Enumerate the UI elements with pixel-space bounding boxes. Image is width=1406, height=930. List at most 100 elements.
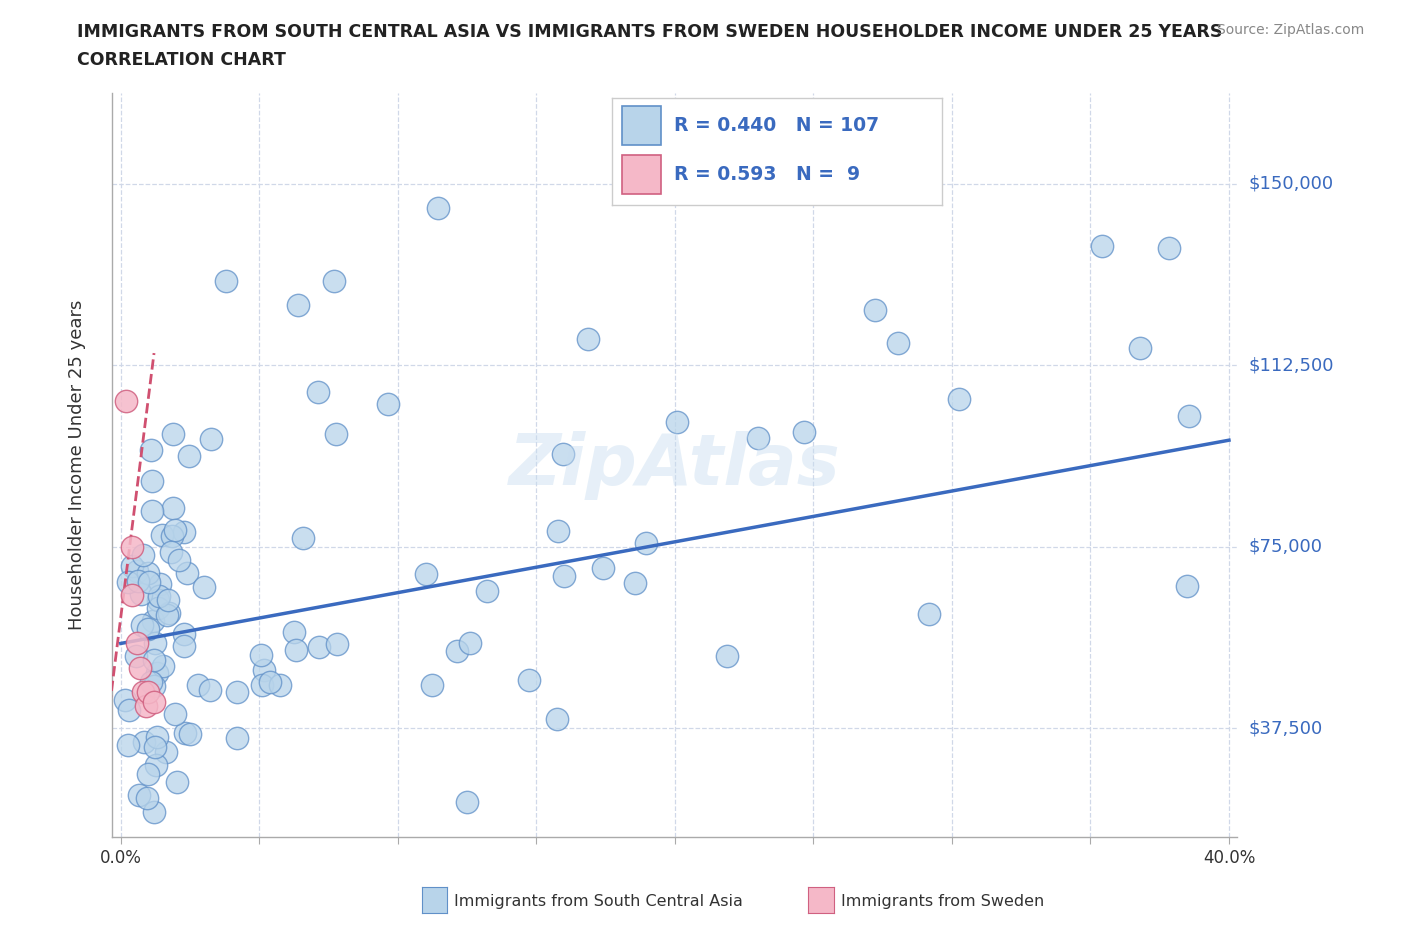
- Point: [143, 694, 166, 709]
- Point: [458, 635, 481, 650]
- Point: [446, 644, 468, 658]
- Point: [1091, 238, 1114, 253]
- Point: [215, 273, 238, 288]
- Point: [200, 432, 222, 446]
- Point: [157, 592, 180, 607]
- Point: [176, 565, 198, 580]
- Point: [420, 677, 443, 692]
- Point: [187, 678, 209, 693]
- Point: [917, 606, 939, 621]
- Point: [716, 648, 738, 663]
- Y-axis label: Householder Income Under 25 years: Householder Income Under 25 years: [67, 299, 86, 631]
- Point: [576, 331, 599, 346]
- Point: [143, 739, 166, 754]
- Point: [665, 415, 688, 430]
- Point: [1129, 340, 1152, 355]
- Point: [551, 446, 574, 461]
- Point: [173, 626, 195, 641]
- Point: [308, 640, 330, 655]
- Point: [155, 744, 177, 759]
- Text: Source: ZipAtlas.com: Source: ZipAtlas.com: [1216, 23, 1364, 37]
- Point: [136, 766, 159, 781]
- Point: [127, 636, 149, 651]
- Point: [415, 566, 437, 581]
- Point: [292, 531, 315, 546]
- Point: [624, 576, 647, 591]
- Text: $75,000: $75,000: [1249, 538, 1323, 555]
- Point: [138, 684, 160, 699]
- Point: [165, 522, 187, 537]
- Point: [547, 523, 569, 538]
- Point: [162, 500, 184, 515]
- Point: [148, 600, 170, 615]
- Point: [139, 443, 162, 458]
- Point: [193, 579, 215, 594]
- Point: [546, 711, 568, 726]
- Point: [253, 663, 276, 678]
- Point: [121, 588, 143, 603]
- Point: [636, 536, 658, 551]
- Point: [166, 775, 188, 790]
- Point: [128, 788, 150, 803]
- Point: [136, 565, 159, 580]
- Point: [141, 504, 163, 519]
- Point: [148, 589, 170, 604]
- Point: [117, 575, 139, 590]
- Point: [592, 560, 614, 575]
- Point: [249, 647, 271, 662]
- Point: [121, 539, 143, 554]
- Point: [198, 683, 221, 698]
- Point: [553, 568, 575, 583]
- Point: [160, 544, 183, 559]
- Text: Immigrants from South Central Asia: Immigrants from South Central Asia: [454, 894, 742, 909]
- Bar: [621, 155, 661, 194]
- Point: [148, 592, 170, 607]
- Point: [136, 622, 159, 637]
- Point: [114, 692, 136, 707]
- Point: [132, 548, 155, 563]
- Point: [121, 559, 143, 574]
- Point: [117, 703, 139, 718]
- Point: [863, 303, 886, 318]
- Text: IMMIGRANTS FROM SOUTH CENTRAL ASIA VS IMMIGRANTS FROM SWEDEN HOUSEHOLDER INCOME : IMMIGRANTS FROM SOUTH CENTRAL ASIA VS IM…: [77, 23, 1223, 41]
- Point: [124, 648, 146, 663]
- Point: [948, 392, 970, 406]
- Point: [173, 525, 195, 539]
- Point: [886, 336, 908, 351]
- Point: [1177, 579, 1199, 594]
- Point: [160, 529, 183, 544]
- Point: [134, 735, 156, 750]
- Text: $112,500: $112,500: [1249, 356, 1334, 374]
- Point: [177, 448, 200, 463]
- Point: [145, 757, 167, 772]
- Point: [259, 674, 281, 689]
- Point: [146, 729, 169, 744]
- Point: [156, 607, 179, 622]
- Text: ZipAtlas: ZipAtlas: [509, 431, 841, 499]
- Point: [426, 201, 449, 216]
- Text: $150,000: $150,000: [1249, 175, 1333, 193]
- Point: [142, 679, 165, 694]
- Text: R = 0.440   N = 107: R = 0.440 N = 107: [675, 116, 880, 135]
- Point: [162, 426, 184, 441]
- Point: [456, 795, 478, 810]
- Point: [127, 564, 149, 578]
- Point: [117, 737, 139, 752]
- Point: [1178, 408, 1201, 423]
- Point: [157, 605, 180, 620]
- Point: [226, 684, 249, 699]
- Point: [135, 699, 157, 714]
- Point: [179, 727, 201, 742]
- Point: [132, 684, 155, 699]
- Point: [377, 397, 399, 412]
- Point: [127, 574, 149, 589]
- Point: [747, 431, 769, 445]
- Point: [142, 652, 165, 667]
- Point: [136, 790, 159, 805]
- Point: [174, 725, 197, 740]
- Point: [519, 672, 541, 687]
- Point: [141, 474, 163, 489]
- Text: R = 0.593   N =  9: R = 0.593 N = 9: [675, 166, 860, 184]
- Bar: [621, 106, 661, 145]
- Point: [129, 660, 152, 675]
